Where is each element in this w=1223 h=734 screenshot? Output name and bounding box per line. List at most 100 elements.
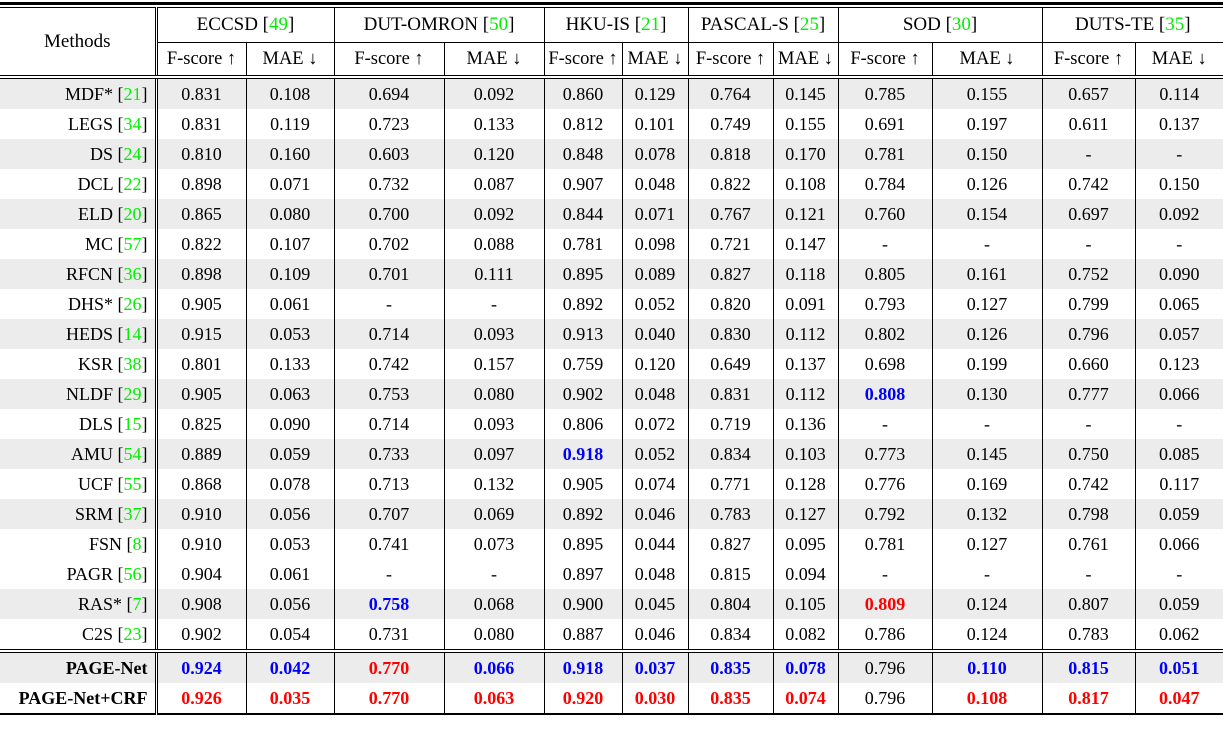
method-cell: RAS* [7] xyxy=(0,589,158,619)
value-cell: 0.905 xyxy=(156,289,247,319)
value-cell: - xyxy=(334,289,445,319)
citation-link[interactable]: 54 xyxy=(123,443,142,464)
value-cell: 0.051 xyxy=(1135,651,1223,683)
value-cell: 0.831 xyxy=(156,77,247,109)
value-cell: 0.920 xyxy=(544,683,623,714)
value-cell: 0.801 xyxy=(156,349,247,379)
value-cell: 0.691 xyxy=(838,109,933,139)
table-body-main: MDF* [21] 0.831 0.108 0.694 0.092 0.860 0.129 0… xyxy=(0,77,1223,651)
value-cell: 0.120 xyxy=(444,139,545,169)
table-row: C2S [23] 0.902 0.054 0.731 0.080 0.887 0.046 0.… xyxy=(0,619,1223,651)
value-cell: 0.065 xyxy=(1159,293,1200,314)
citation-link[interactable]: 34 xyxy=(123,113,142,134)
table-row: NLDF [29] 0.905 0.063 0.753 0.080 0.902 0.048 0… xyxy=(0,379,1223,409)
citation-link[interactable]: 26 xyxy=(123,293,142,314)
value-cell: 0.108 xyxy=(773,169,839,199)
citation-link[interactable]: 30 xyxy=(951,14,971,35)
value-cell: 0.783 xyxy=(688,499,774,529)
citation-link[interactable]: 56 xyxy=(123,563,142,584)
value-cell: 0.844 xyxy=(544,199,623,229)
citation-link[interactable]: 38 xyxy=(123,353,142,374)
value-cell: 0.030 xyxy=(622,683,689,714)
value-cell: 0.037 xyxy=(622,651,689,683)
value-cell: 0.902 xyxy=(544,379,623,409)
citation-link[interactable]: 8 xyxy=(132,533,142,554)
value-cell: 0.127 xyxy=(773,499,839,529)
value-cell: 0.913 xyxy=(544,319,623,349)
value-cell: 0.059 xyxy=(1135,499,1223,529)
value-cell: 0.804 xyxy=(688,589,774,619)
value-cell: 0.132 xyxy=(444,469,545,499)
value-cell: 0.897 xyxy=(544,559,623,589)
citation-link[interactable]: 25 xyxy=(799,14,819,35)
value-cell: 0.129 xyxy=(622,77,689,109)
value-cell: 0.108 xyxy=(932,683,1043,714)
value-cell: 0.069 xyxy=(444,499,545,529)
citation-link[interactable]: 15 xyxy=(123,413,142,434)
citation-link[interactable]: 36 xyxy=(123,263,142,284)
table-row: DS [24] 0.810 0.160 0.603 0.120 0.848 0.078 0.8… xyxy=(0,139,1223,169)
value-cell: 0.085 xyxy=(1135,439,1223,469)
value-cell: 0.809 xyxy=(838,589,933,619)
citation-link[interactable]: 22 xyxy=(123,173,142,194)
value-cell: - xyxy=(838,409,933,439)
citation-link[interactable]: 21 xyxy=(123,83,142,104)
citation-link[interactable]: 37 xyxy=(123,503,142,524)
value-cell: 0.731 xyxy=(334,619,445,651)
value-cell: 0.052 xyxy=(622,289,689,319)
results-table-wrapper: Methods ECCSD [49] DUT-OMRON [50] HKU-IS [… xyxy=(0,2,1223,715)
value-cell: 0.127 xyxy=(932,529,1043,559)
citation-link[interactable]: 23 xyxy=(123,623,142,644)
citation-link[interactable]: 20 xyxy=(123,203,142,224)
value-cell: 0.054 xyxy=(246,619,335,651)
citation-link[interactable]: 50 xyxy=(489,14,509,35)
value-cell: 0.137 xyxy=(1159,113,1200,134)
citation-link[interactable]: 55 xyxy=(123,473,142,494)
value-cell: 0.053 xyxy=(246,529,335,559)
method-cell: ELD [20] xyxy=(0,199,158,229)
mae-column-header: MAE ↓ xyxy=(444,42,545,77)
citation-link[interactable]: 49 xyxy=(269,14,288,35)
value-cell: 0.137 xyxy=(773,349,839,379)
value-cell: 0.132 xyxy=(932,499,1043,529)
citation-link[interactable]: 57 xyxy=(123,233,142,254)
dataset-header-sod: SOD [30] xyxy=(838,7,1043,43)
value-cell: 0.714 xyxy=(334,319,445,349)
value-cell: 0.124 xyxy=(932,619,1043,651)
table-row: PAGE-Net+CRF 0.926 0.035 0.770 0.063 0.920 0.0… xyxy=(0,683,1223,714)
value-cell: 0.057 xyxy=(1135,319,1223,349)
value-cell: 0.087 xyxy=(444,169,545,199)
value-cell: 0.072 xyxy=(622,409,689,439)
value-cell: 0.073 xyxy=(444,529,545,559)
table-row: PAGR [56] 0.904 0.061- -0.897 0.048 0.815 0.09… xyxy=(0,559,1223,589)
citation-link[interactable]: 29 xyxy=(123,383,142,404)
value-cell: 0.827 xyxy=(688,529,774,559)
value-cell: 0.815 xyxy=(1042,651,1136,683)
value-cell: 0.733 xyxy=(334,439,445,469)
citation-link[interactable]: 7 xyxy=(132,593,142,614)
value-cell: 0.910 xyxy=(156,499,247,529)
value-cell: - xyxy=(1135,139,1223,169)
value-cell: 0.702 xyxy=(334,229,445,259)
value-cell: 0.784 xyxy=(838,169,933,199)
fscore-column-header: F-score ↑ xyxy=(688,42,774,77)
value-cell: 0.040 xyxy=(622,319,689,349)
value-cell: 0.157 xyxy=(444,349,545,379)
value-cell: - xyxy=(932,559,1043,589)
table-body-final: PAGE-Net 0.924 0.042 0.770 0.066 0.918 0.037 0.… xyxy=(0,651,1223,714)
value-cell: 0.611 xyxy=(1042,109,1136,139)
value-cell: 0.090 xyxy=(246,409,335,439)
citation-link[interactable]: 21 xyxy=(641,14,661,35)
citation-link[interactable]: 24 xyxy=(123,143,142,164)
citation-link[interactable]: 14 xyxy=(123,323,142,344)
method-cell: HEDS [14] xyxy=(0,319,158,349)
value-cell: 0.700 xyxy=(334,199,445,229)
method-cell: DS [24] xyxy=(0,139,158,169)
value-cell: - xyxy=(1042,139,1136,169)
value-cell: 0.092 xyxy=(444,199,545,229)
value-cell: 0.092 xyxy=(1135,199,1223,229)
method-cell: NLDF [29] xyxy=(0,379,158,409)
table-row: DHS* [26] 0.905 0.061- -0.892 0.052 0.820 0.09… xyxy=(0,289,1223,319)
value-cell: 0.827 xyxy=(688,259,774,289)
citation-link[interactable]: 35 xyxy=(1165,14,1185,35)
